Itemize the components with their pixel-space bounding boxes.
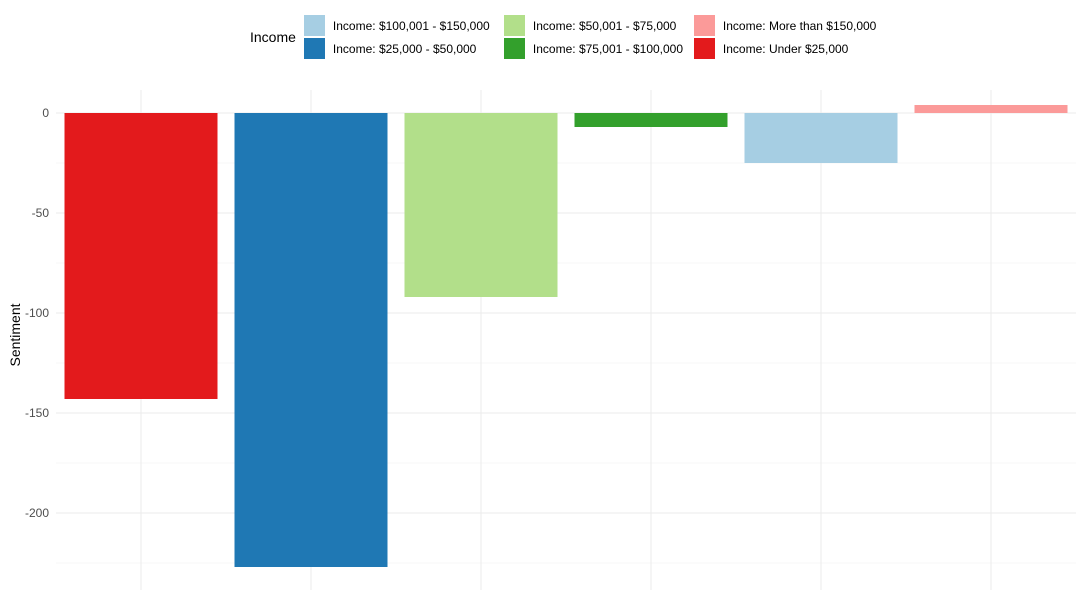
legend-entries: Income: $100,001 - $150,000 Income: $50,0… xyxy=(303,14,884,60)
grid-lines xyxy=(56,90,1076,590)
y-axis-ticks: 0 -50 -100 -150 -200 xyxy=(25,106,49,520)
legend-item: Income: $25,000 - $50,000 xyxy=(303,37,504,60)
legend-item: Income: $75,001 - $100,000 xyxy=(503,37,694,60)
bar xyxy=(574,113,728,127)
bar xyxy=(64,113,218,399)
bar xyxy=(404,113,558,297)
y-tick-label: 0 xyxy=(42,106,49,120)
legend-swatch xyxy=(503,15,525,36)
legend-label: Income: $100,001 - $150,000 xyxy=(332,18,490,33)
legend-item: Income: $100,001 - $150,000 xyxy=(303,14,504,37)
legend-label: Income: $50,001 - $75,000 xyxy=(532,18,677,33)
legend-title: Income xyxy=(250,29,296,45)
legend-item: Income: $50,001 - $75,000 xyxy=(503,14,694,37)
bar xyxy=(234,113,388,567)
legend: Income Income: $100,001 - $150,000 Income… xyxy=(250,14,884,60)
y-tick-label: -50 xyxy=(32,206,50,220)
legend-label: Income: $75,001 - $100,000 xyxy=(532,41,684,56)
legend-label: Income: $25,000 - $50,000 xyxy=(332,41,477,56)
y-tick-label: -100 xyxy=(25,306,49,320)
y-tick-label: -150 xyxy=(25,406,49,420)
legend-swatch xyxy=(693,38,715,59)
legend-label: Income: More than $150,000 xyxy=(722,18,877,33)
y-tick-label: -200 xyxy=(25,506,49,520)
bar xyxy=(914,105,1068,113)
bars xyxy=(64,105,1068,567)
bar xyxy=(744,113,898,163)
legend-swatch xyxy=(503,38,525,59)
legend-swatch xyxy=(303,38,325,59)
legend-item: Income: Under $25,000 xyxy=(693,37,884,60)
legend-label: Income: Under $25,000 xyxy=(722,41,849,56)
legend-swatch xyxy=(303,15,325,36)
legend-item: Income: More than $150,000 xyxy=(693,14,884,37)
y-axis-label: Sentiment xyxy=(7,303,23,366)
legend-swatch xyxy=(693,15,715,36)
